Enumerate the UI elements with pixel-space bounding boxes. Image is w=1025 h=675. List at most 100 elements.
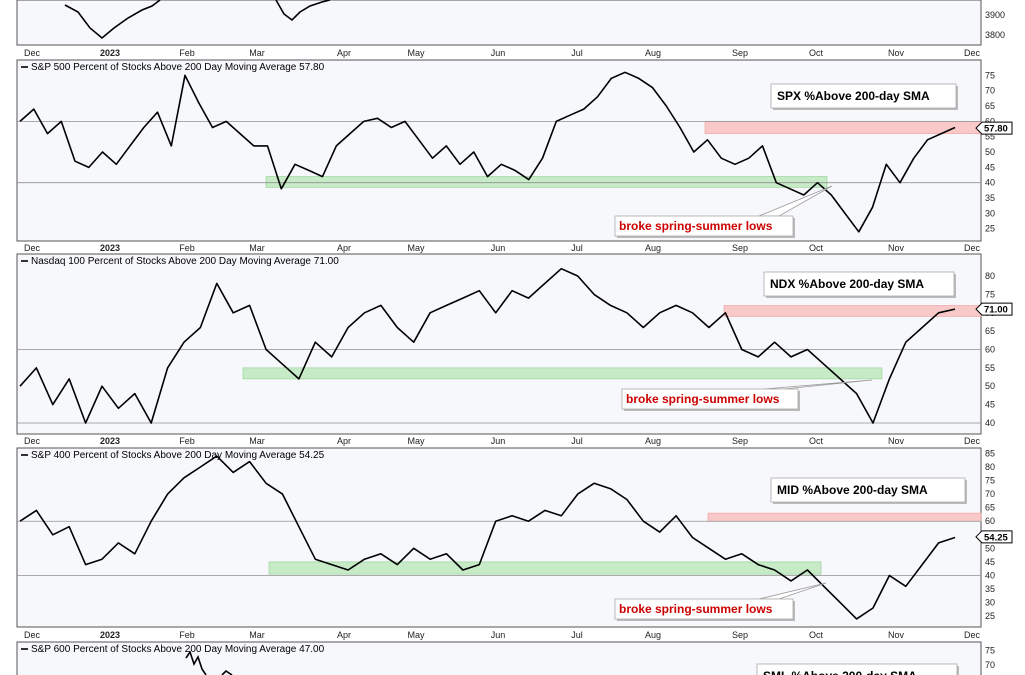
annotation-text: broke spring-summer lows xyxy=(619,219,773,233)
y-tick-80: 80 xyxy=(985,462,995,472)
price-month-may: May xyxy=(407,48,425,58)
panel2-month-dec: Dec xyxy=(964,436,981,446)
panel2-month-aug: Aug xyxy=(645,436,661,446)
price-tick-3900: 3900 xyxy=(985,10,1005,20)
last-value-label: 57.80 xyxy=(984,124,1008,135)
y-tick-25: 25 xyxy=(985,224,995,234)
panel2-month-2023: 2023 xyxy=(100,436,120,446)
price-month-mar: Mar xyxy=(249,48,265,58)
y-tick-70: 70 xyxy=(985,660,995,670)
y-tick-50: 50 xyxy=(985,147,995,157)
price-panel: 3900 3800 xyxy=(16,0,1005,46)
y-tick-45: 45 xyxy=(985,557,995,567)
y-tick-30: 30 xyxy=(985,208,995,218)
support-zone xyxy=(265,176,828,188)
panel-title: S&P 600 Percent of Stocks Above 200 Day … xyxy=(31,644,325,655)
breadth-panel-1: S&P 500 Percent of Stocks Above 200 Day … xyxy=(16,59,1013,242)
y-tick-40: 40 xyxy=(985,570,995,580)
breadth-line xyxy=(19,267,956,424)
y-tick-45: 45 xyxy=(985,400,995,410)
panel3-month-mar: Mar xyxy=(249,630,265,640)
panel1-month-aug: Aug xyxy=(645,243,661,253)
price-month-jul: Jul xyxy=(571,48,583,58)
y-tick-60: 60 xyxy=(985,116,995,126)
y-tick-25: 25 xyxy=(985,611,995,621)
label-box xyxy=(763,271,955,297)
panel1-month-jul: Jul xyxy=(571,243,583,253)
y-tick-50: 50 xyxy=(985,543,995,553)
label-text: MID %Above 200-day SMA xyxy=(777,483,928,497)
price-tick-3800: 3800 xyxy=(985,30,1005,40)
panel-title: S&P 500 Percent of Stocks Above 200 Day … xyxy=(31,62,325,73)
breadth-line-segment xyxy=(221,669,233,675)
y-tick-65: 65 xyxy=(985,503,995,513)
price-month-feb: Feb xyxy=(179,48,195,58)
last-value-label: 54.25 xyxy=(984,532,1008,543)
y-tick-70: 70 xyxy=(985,86,995,96)
panel2-month-jul: Jul xyxy=(571,436,583,446)
y-tick-50: 50 xyxy=(985,381,995,391)
annotation-box xyxy=(614,215,794,237)
panel3-month-dec: Dec xyxy=(964,630,981,640)
resistance-zone xyxy=(723,305,982,317)
price-month-aug: Aug xyxy=(645,48,661,58)
y-tick-35: 35 xyxy=(985,584,995,594)
y-tick-75: 75 xyxy=(985,70,995,80)
y-tick-60: 60 xyxy=(985,516,995,526)
y-tick-30: 30 xyxy=(985,598,995,608)
panel2-month-oct: Oct xyxy=(809,436,824,446)
panel1-month-feb: Feb xyxy=(179,243,195,253)
y-tick-75: 75 xyxy=(985,289,995,299)
y-tick-70: 70 xyxy=(985,489,995,499)
price-month-apr: Apr xyxy=(337,48,351,58)
price-month-dec: Dec xyxy=(24,48,41,58)
label-box xyxy=(770,83,957,109)
annotation-text: broke spring-summer lows xyxy=(619,602,773,616)
y-tick-55: 55 xyxy=(985,132,995,142)
panel-title: S&P 400 Percent of Stocks Above 200 Day … xyxy=(31,450,325,461)
panel2-month-dec: Dec xyxy=(24,436,41,446)
price-month-oct: Oct xyxy=(809,48,824,58)
price-month-sep: Sep xyxy=(732,48,748,58)
label-text: SPX %Above 200-day SMA xyxy=(777,89,930,103)
y-tick-65: 65 xyxy=(985,101,995,111)
panel3-month-apr: Apr xyxy=(337,630,351,640)
panel3-month-may: May xyxy=(407,630,425,640)
panel-title: Nasdaq 100 Percent of Stocks Above 200 D… xyxy=(31,256,339,267)
last-value-label: 71.00 xyxy=(984,305,1008,316)
panel3-month-oct: Oct xyxy=(809,630,824,640)
panel2-month-nov: Nov xyxy=(888,436,905,446)
y-tick-40: 40 xyxy=(985,418,995,428)
price-month-nov: Nov xyxy=(888,48,905,58)
resistance-zone xyxy=(707,512,982,522)
y-tick-55: 55 xyxy=(985,363,995,373)
breadth-line xyxy=(185,650,207,675)
breadth-panel-2: Nasdaq 100 Percent of Stocks Above 200 D… xyxy=(16,253,1013,435)
y-tick-85: 85 xyxy=(985,448,995,458)
annotation-box xyxy=(621,388,799,410)
y-tick-45: 45 xyxy=(985,162,995,172)
label-box xyxy=(770,477,966,503)
panel2-month-apr: Apr xyxy=(337,436,351,446)
panel1-month-dec: Dec xyxy=(24,243,41,253)
panel1-month-apr: Apr xyxy=(337,243,351,253)
annotation-box xyxy=(614,598,794,620)
breadth-panel-4: S&P 600 Percent of Stocks Above 200 Day … xyxy=(16,641,995,675)
price-month-dec: Dec xyxy=(964,48,981,58)
breadth-panel-3: S&P 400 Percent of Stocks Above 200 Day … xyxy=(16,447,1013,628)
annotation-text: broke spring-summer lows xyxy=(626,392,780,406)
panel2-month-feb: Feb xyxy=(179,436,195,446)
price-line-segment-2 xyxy=(275,0,331,22)
panel2-month-sep: Sep xyxy=(732,436,748,446)
breadth-line xyxy=(19,455,956,620)
panel2-month-jun: Jun xyxy=(491,436,506,446)
panel1-month-2023: 2023 xyxy=(100,243,120,253)
panel2-month-may: May xyxy=(407,436,425,446)
panel1-month-nov: Nov xyxy=(888,243,905,253)
price-month-2023: 2023 xyxy=(100,48,120,58)
panel3-month-sep: Sep xyxy=(732,630,748,640)
y-tick-75: 75 xyxy=(985,646,995,656)
panel1-month-jun: Jun xyxy=(491,243,506,253)
panel3-month-aug: Aug xyxy=(645,630,661,640)
